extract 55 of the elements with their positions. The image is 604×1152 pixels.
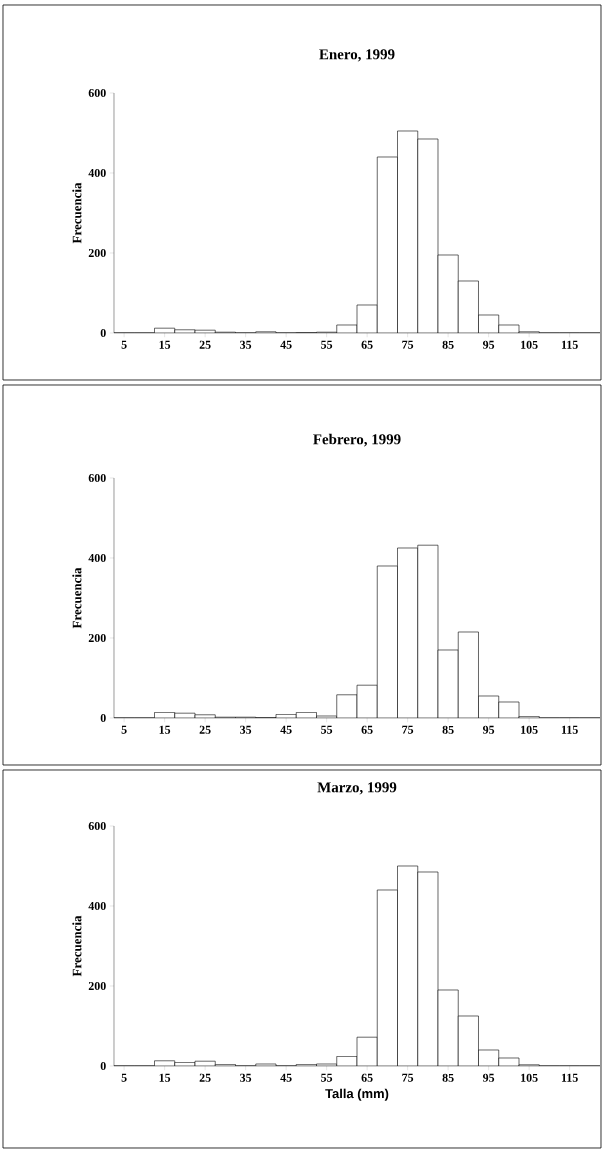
x-tick-label: 5 <box>121 725 127 734</box>
x-tick-label: 5 <box>121 1073 127 1082</box>
x-tick-label: 115 <box>561 340 578 349</box>
x-tick-label: 115 <box>561 1073 578 1082</box>
y-tick-label: 0 <box>100 1061 106 1071</box>
x-tick-label: 15 <box>159 340 171 349</box>
x-tick-label: 75 <box>402 340 414 349</box>
y-tick-label: 200 <box>88 981 106 991</box>
y-tick-label: 200 <box>88 633 106 643</box>
y-tick-label: 0 <box>100 713 106 723</box>
y-tick-label: 600 <box>88 821 106 831</box>
x-tick-label: 85 <box>442 725 454 734</box>
chart-title: Febrero, 1999 <box>313 433 401 447</box>
x-tick-label: 15 <box>159 1073 171 1082</box>
x-tick-label: 45 <box>280 1073 292 1082</box>
x-tick-label: 105 <box>521 1073 538 1082</box>
x-tick-label: 45 <box>280 340 292 349</box>
chart-title: Marzo, 1999 <box>317 782 397 795</box>
y-tick-label: 200 <box>88 248 106 258</box>
y-tick-label: 600 <box>88 88 106 98</box>
x-tick-label: 95 <box>482 340 495 349</box>
x-tick-label: 105 <box>521 340 538 349</box>
x-tick-label: 35 <box>240 340 252 349</box>
x-tick-label: 25 <box>199 340 211 349</box>
x-tick-label: 75 <box>402 725 414 734</box>
x-tick-label: 55 <box>321 725 333 734</box>
x-tick-label: 85 <box>442 340 454 349</box>
y-tick-label: 600 <box>88 473 106 483</box>
x-tick-label: 75 <box>402 1073 414 1082</box>
x-tick-label: 65 <box>361 725 373 734</box>
y-axis-title: Frecuencia <box>72 567 82 629</box>
x-tick-label: 85 <box>442 1073 454 1082</box>
y-tick-label: 400 <box>88 901 106 911</box>
x-tick-label: 45 <box>280 725 292 734</box>
x-tick-label: 95 <box>482 1073 495 1082</box>
x-tick-label: 55 <box>321 340 333 349</box>
x-tick-label: 25 <box>199 1073 211 1082</box>
x-tick-label: 35 <box>240 725 252 734</box>
x-tick-label: 65 <box>361 340 373 349</box>
y-tick-label: 0 <box>100 328 106 338</box>
x-tick-label: 25 <box>199 725 211 734</box>
x-tick-label: 95 <box>482 725 495 734</box>
x-axis-title: Talla (mm) <box>325 1088 389 1101</box>
chart-title: Enero, 1999 <box>319 49 395 62</box>
x-tick-label: 55 <box>321 1073 333 1082</box>
x-tick-label: 35 <box>240 1073 252 1082</box>
y-tick-label: 400 <box>88 168 106 178</box>
x-tick-label: 105 <box>521 725 538 734</box>
y-axis-title: Frecuencia <box>72 182 82 244</box>
y-tick-label: 400 <box>88 553 106 563</box>
x-tick-label: 115 <box>561 725 578 734</box>
x-tick-label: 5 <box>121 340 127 349</box>
x-tick-label: 15 <box>159 725 171 734</box>
y-axis-title: Frecuencia <box>72 915 82 977</box>
x-tick-label: 65 <box>361 1073 373 1082</box>
